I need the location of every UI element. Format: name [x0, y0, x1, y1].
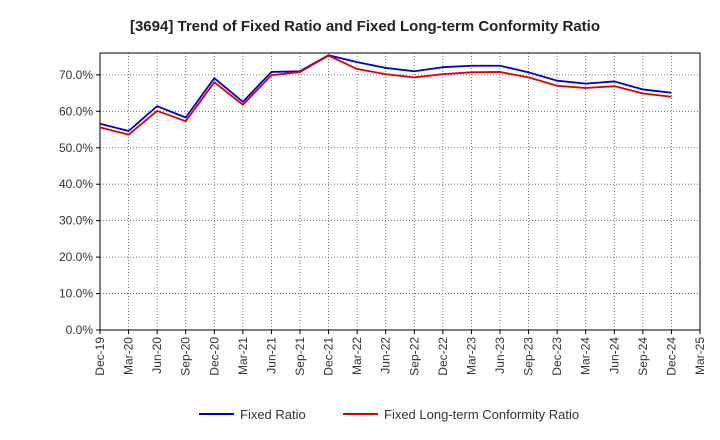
y-tick-label: 30.0%	[59, 214, 93, 228]
x-tick-label: Sep-20	[179, 337, 193, 376]
x-tick-label: Jun-23	[493, 337, 507, 374]
x-tick-label: Mar-22	[350, 337, 364, 375]
y-tick-label: 10.0%	[59, 287, 93, 301]
plot-area	[99, 52, 701, 331]
x-tick-label: Dec-23	[550, 337, 564, 376]
y-tick-label: 40.0%	[59, 177, 93, 191]
series-line-2	[99, 54, 672, 136]
x-tick-label: Dec-24	[664, 337, 678, 376]
x-tick-label: Sep-23	[522, 337, 536, 376]
x-tick-label: Jun-21	[264, 337, 278, 374]
x-axis: Dec-19 Mar-20 Jun-20 Sep-20 Dec-20 Mar-21 Jun-…	[93, 330, 707, 376]
x-tick-label: Mar-25	[693, 337, 707, 375]
x-tick-label: Mar-21	[236, 337, 250, 375]
x-tick-label: Jun-20	[150, 337, 164, 374]
x-tick-label: Dec-22	[436, 337, 450, 376]
grid	[100, 53, 700, 330]
y-tick-label: 0.0%	[66, 323, 94, 337]
x-tick-label: Jun-24	[607, 337, 621, 374]
x-tick-label: Mar-23	[464, 337, 478, 375]
y-axis: 0.0% 10.0% 20.0% 30.0% 40.0% 50.0% 60.0% 70.0%	[59, 68, 100, 337]
x-tick-label: Dec-21	[322, 337, 336, 376]
y-tick-label: 60.0%	[59, 104, 93, 118]
x-tick-label: Mar-20	[122, 337, 136, 375]
legend-label: Fixed Long-term Conformity Ratio	[384, 407, 579, 422]
series-line-1	[99, 54, 672, 132]
chart-title: [3694] Trend of Fixed Ratio and Fixed Lo…	[130, 18, 600, 35]
x-tick-label: Sep-24	[636, 337, 650, 376]
series-group	[99, 54, 672, 136]
y-tick-label: 20.0%	[59, 250, 93, 264]
legend-label: Fixed Ratio	[240, 407, 306, 422]
legend: Fixed Ratio Fixed Long-term Conformity Ra…	[199, 407, 579, 422]
x-tick-label: Mar-24	[579, 337, 593, 375]
x-tick-label: Sep-22	[407, 337, 421, 376]
y-tick-label: 70.0%	[59, 68, 93, 82]
x-tick-label: Sep-21	[293, 337, 307, 376]
x-tick-label: Dec-19	[93, 337, 107, 376]
x-tick-label: Jun-22	[379, 337, 393, 374]
x-tick-label: Dec-20	[207, 337, 221, 376]
y-tick-label: 50.0%	[59, 141, 93, 155]
